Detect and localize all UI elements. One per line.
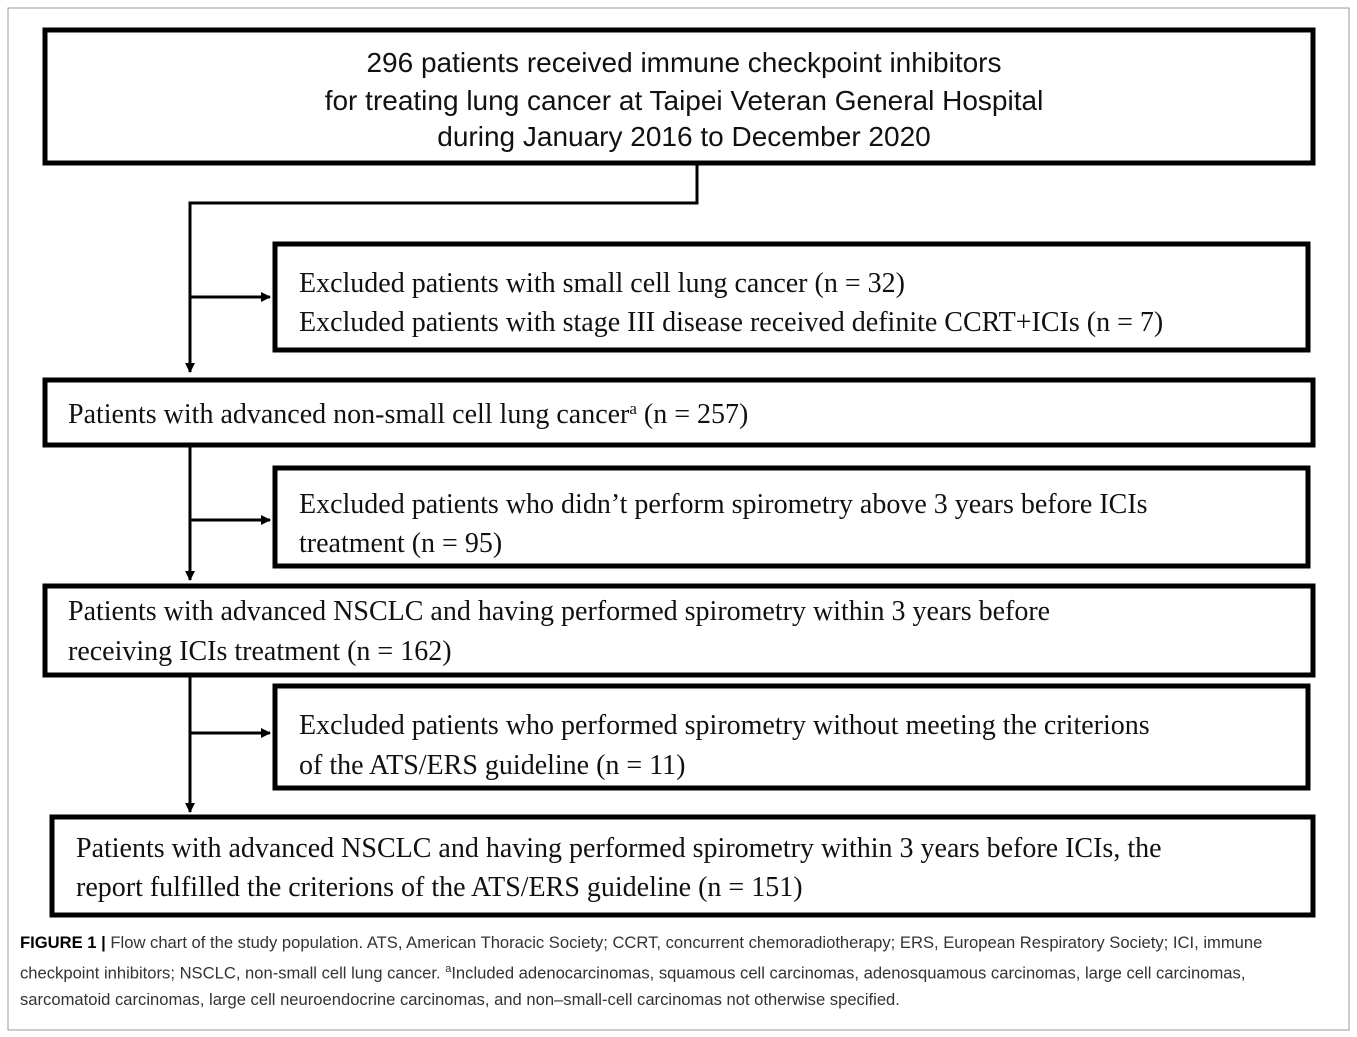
node-text: Patients with advanced non-small cell lu… <box>68 399 748 430</box>
node-text: Patients with advanced NSCLC and having … <box>76 833 1162 864</box>
superscript: a <box>445 963 452 975</box>
frame <box>7 7 1350 1031</box>
node-box <box>272 465 1311 569</box>
node-text: Excluded patients with stage III disease… <box>299 307 1163 338</box>
caption-text: Included adenocarcinomas, squamous cell … <box>20 963 1246 1009</box>
caption-label: FIGURE 1 | <box>20 933 106 952</box>
caption-text: Flow chart of the study population. ATS,… <box>20 933 1263 983</box>
node-box <box>272 683 1311 791</box>
node-text: for treating lung cancer at Taipei Veter… <box>325 85 1044 116</box>
connector <box>185 163 699 373</box>
node-text: Excluded patients who didn’t perform spi… <box>299 489 1148 520</box>
node-text: Patients with advanced NSCLC and having … <box>68 596 1050 627</box>
node-text: report fulfilled the criterions of the A… <box>76 872 803 903</box>
node-text: Excluded patients with small cell lung c… <box>299 268 905 299</box>
node-box <box>272 241 1311 353</box>
node-text: during January 2016 to December 2020 <box>437 121 930 152</box>
caption: FIGURE 1 | Flow chart of the study popul… <box>20 930 1338 1013</box>
superscript: a <box>629 399 637 418</box>
text: (n = 257) <box>637 399 748 430</box>
node-text: 296 patients received immune checkpoint … <box>366 47 1001 78</box>
node-box <box>42 377 1316 448</box>
node-text: of the ATS/ERS guideline (n = 11) <box>299 750 686 781</box>
node-text: receiving ICIs treatment (n = 162) <box>68 636 452 667</box>
node-text: Excluded patients who performed spiromet… <box>299 710 1150 741</box>
text: Patients with advanced non-small cell lu… <box>68 399 630 430</box>
node-box <box>42 583 1316 678</box>
node-box <box>42 27 1316 166</box>
node-text: treatment (n = 95) <box>299 528 502 559</box>
node-box <box>49 814 1316 918</box>
